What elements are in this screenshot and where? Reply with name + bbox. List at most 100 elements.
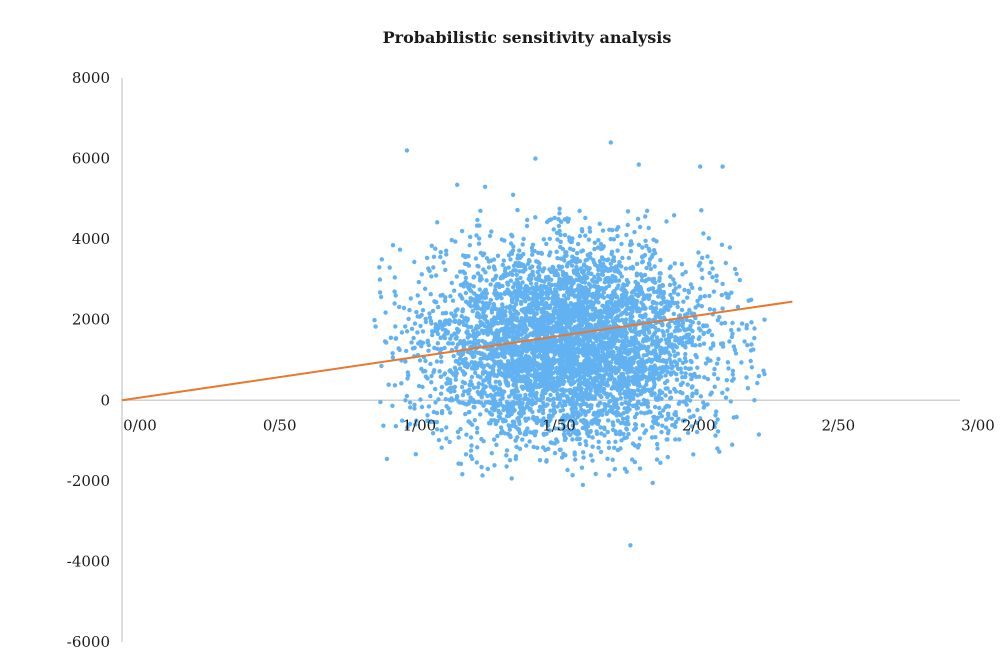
scatter-point xyxy=(733,351,739,356)
scatter-point xyxy=(390,355,396,360)
scatter-point xyxy=(639,278,645,283)
scatter-point xyxy=(576,350,582,355)
scatter-point xyxy=(534,420,539,426)
scatter-point xyxy=(622,390,627,396)
scatter-point xyxy=(468,379,473,384)
scatter-point xyxy=(686,290,692,295)
scatter-point xyxy=(419,344,424,349)
scatter-point xyxy=(535,299,540,305)
scatter-point xyxy=(745,386,751,391)
scatter-point xyxy=(460,369,466,374)
scatter-point xyxy=(428,292,433,297)
scatter-point xyxy=(383,310,388,315)
scatter-point xyxy=(498,292,503,297)
scatter-point xyxy=(520,384,525,389)
scatter-point xyxy=(429,373,434,379)
scatter-point xyxy=(634,373,639,378)
scatter-point xyxy=(486,373,491,378)
scatter-point xyxy=(409,340,414,345)
scatter-point xyxy=(438,354,444,359)
scatter-point xyxy=(430,332,435,338)
scatter-point xyxy=(650,357,655,362)
scatter-point xyxy=(720,281,725,287)
scatter-point xyxy=(576,323,581,328)
scatter-point xyxy=(455,429,461,435)
scatter-point xyxy=(493,421,498,427)
scatter-point xyxy=(392,275,397,280)
scatter-point xyxy=(497,360,502,365)
scatter-point xyxy=(546,328,552,333)
scatter-point xyxy=(591,301,597,306)
scatter-point xyxy=(567,366,573,371)
scatter-point xyxy=(515,207,520,213)
scatter-point xyxy=(540,421,545,426)
scatter-point xyxy=(476,338,481,344)
scatter-point xyxy=(462,372,467,377)
scatter-point xyxy=(644,325,649,330)
scatter-point xyxy=(575,410,580,415)
scatter-point xyxy=(478,322,484,328)
scatter-point xyxy=(669,296,675,301)
scatter-point xyxy=(525,347,531,353)
scatter-point xyxy=(720,390,725,395)
scatter-point xyxy=(725,387,730,392)
scatter-point xyxy=(514,277,520,282)
scatter-point xyxy=(600,412,605,417)
scatter-point xyxy=(667,389,673,395)
scatter-point xyxy=(377,290,383,295)
scatter-point xyxy=(572,325,577,330)
scatter-point xyxy=(605,364,610,369)
scatter-point xyxy=(611,349,616,355)
scatter-point xyxy=(561,392,566,398)
scatter-point xyxy=(547,419,552,424)
scatter-point xyxy=(551,400,556,406)
scatter-point xyxy=(377,277,383,282)
scatter-point xyxy=(504,453,509,458)
scatter-point xyxy=(476,241,482,246)
scatter-point xyxy=(438,254,443,260)
scatter-point xyxy=(702,375,707,380)
scatter-point xyxy=(719,242,725,247)
scatter-point xyxy=(511,304,517,310)
scatter-point xyxy=(657,405,662,411)
scatter-point xyxy=(634,306,639,311)
scatter-point xyxy=(507,351,512,356)
scatter-point xyxy=(464,432,469,437)
scatter-point xyxy=(407,421,413,427)
scatter-point xyxy=(689,311,694,316)
scatter-point xyxy=(447,368,452,373)
scatter-point xyxy=(600,349,605,354)
scatter-point xyxy=(473,334,478,339)
scatter-point xyxy=(612,269,617,274)
scatter-point xyxy=(513,438,518,443)
scatter-point xyxy=(497,365,503,370)
scatter-point xyxy=(572,294,577,299)
scatter-point xyxy=(544,458,549,463)
scatter-point xyxy=(739,360,744,365)
scatter-point xyxy=(433,400,438,405)
scatter-point xyxy=(579,269,585,275)
scatter-point xyxy=(550,318,556,323)
scatter-point xyxy=(599,394,604,400)
scatter-point xyxy=(686,408,692,413)
scatter-point xyxy=(627,242,633,248)
scatter-point xyxy=(651,377,656,382)
scatter-point xyxy=(610,427,616,432)
scatter-point xyxy=(530,242,536,247)
scatter-point xyxy=(510,377,515,382)
scatter-point xyxy=(434,427,440,432)
scatter-point xyxy=(584,287,589,292)
scatter-point xyxy=(666,332,672,338)
scatter-point xyxy=(605,429,610,435)
scatter-point xyxy=(491,354,496,359)
scatter-point xyxy=(720,306,725,311)
scatter-point xyxy=(513,335,519,340)
scatter-point xyxy=(481,339,486,345)
scatter-point xyxy=(607,227,612,232)
scatter-point xyxy=(752,398,757,403)
scatter-point xyxy=(693,374,699,379)
scatter-point xyxy=(583,215,588,221)
scatter-point xyxy=(427,315,433,320)
scatter-point xyxy=(538,343,543,349)
scatter-point xyxy=(688,358,693,364)
